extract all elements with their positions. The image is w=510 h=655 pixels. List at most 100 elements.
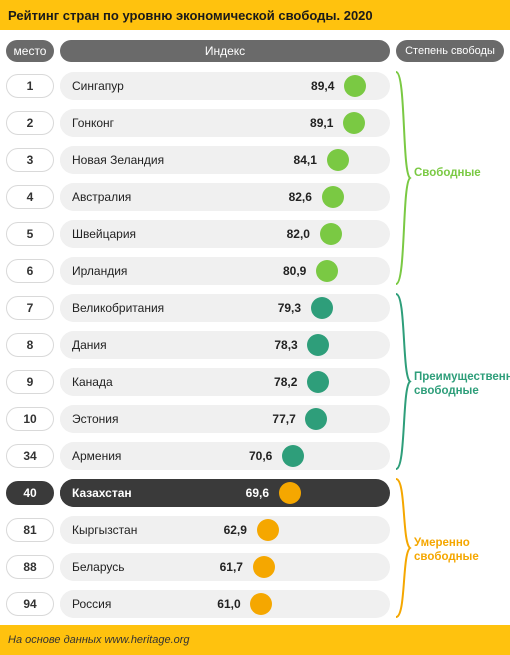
country-label: Великобритания [72,301,164,315]
bar-wrap: Швейцария 82,0 [60,220,390,248]
series-dot [307,371,329,393]
header-freedom: Степень свободы [396,40,504,62]
country-label: Австралия [72,190,131,204]
bar-wrap: Гонконг89,1 [60,109,390,137]
value-label: 62,9 [224,523,247,537]
table-row: 6 Ирландия 80,9 [6,255,390,286]
series-dot [311,297,333,319]
country-label: Швейцария [72,227,136,241]
series-dot [322,186,344,208]
value-label: 82,6 [289,190,312,204]
chart-container: Рейтинг стран по уровню экономической св… [0,0,510,655]
table-row: 88 Беларусь 61,7 [6,551,390,582]
table-row: 34 Армения 70,6 [6,440,390,471]
series-dot [343,112,365,134]
country-label: Армения [72,449,121,463]
rank-pill: 94 [6,592,54,616]
country-label: Ирландия [72,264,127,278]
rank-pill: 7 [6,296,54,320]
value-label: 70,6 [249,449,272,463]
bracket-icon [396,70,412,286]
value-label: 82,0 [287,227,310,241]
value-label: 77,7 [272,412,295,426]
footer-text: На основе данных www.heritage.org [8,634,190,646]
series-dot [282,445,304,467]
country-label: Беларусь [72,560,124,574]
legend-label: Свободные [414,166,481,180]
rank-pill: 5 [6,222,54,246]
bar-wrap: Кыргызстан 62,9 [60,516,390,544]
bar-wrap: Ирландия 80,9 [60,257,390,285]
country-label: Кыргызстан [72,523,137,537]
rank-pill: 88 [6,555,54,579]
value-label: 61,7 [220,560,243,574]
table-row: 94 Россия 61,0 [6,588,390,619]
bar-wrap: Новая Зеландия 84,1 [60,146,390,174]
series-dot [344,75,366,97]
bar-wrap: Армения 70,6 [60,442,390,470]
rank-pill: 1 [6,74,54,98]
footer-bar: На основе данных www.heritage.org [0,625,510,655]
rank-pill: 3 [6,148,54,172]
legend-label: Преимущественно свободные [414,370,510,399]
series-dot [307,334,329,356]
legend-label: Умеренно свободные [414,536,504,565]
rank-pill: 4 [6,185,54,209]
value-label: 78,3 [274,338,297,352]
country-label: Казахстан [72,486,132,500]
bar-wrap: Австралия 82,6 [60,183,390,211]
table-row: 10 Эстония 77,7 [6,403,390,434]
table-row: 40 Казахстан 69,6 [6,477,390,508]
rank-pill: 10 [6,407,54,431]
country-label: Россия [72,597,111,611]
chart-title: Рейтинг стран по уровню экономической св… [8,8,373,23]
table-row: 9Канада78,2 [6,366,390,397]
title-bar: Рейтинг стран по уровню экономической св… [0,0,510,30]
country-label: Сингапур [72,79,124,93]
table-row: 1 Сингапур 89,4 [6,70,390,101]
rank-pill: 40 [6,481,54,505]
table-row: 3 Новая Зеландия 84,1 [6,144,390,175]
rank-pill: 8 [6,333,54,357]
value-label: 89,4 [311,79,334,93]
bar-wrap: Великобритания 79,3 [60,294,390,322]
table-row: 7 Великобритания 79,3 [6,292,390,323]
series-dot [279,482,301,504]
series-dot [320,223,342,245]
bracket-icon [396,292,412,471]
country-label: Эстония [72,412,119,426]
rank-pill: 6 [6,259,54,283]
series-dot [327,149,349,171]
value-label: 78,2 [274,375,297,389]
value-label: 84,1 [294,153,317,167]
rank-pill: 34 [6,444,54,468]
legend-region: СвободныеПреимущественно свободныеУмерен… [396,70,504,619]
bar-wrap: Сингапур 89,4 [60,72,390,100]
value-label: 79,3 [278,301,301,315]
bar-wrap: Дания 78,3 [60,331,390,359]
table-row: 8 Дания 78,3 [6,329,390,360]
header-rank: место [6,40,54,62]
bar-wrap: Россия 61,0 [60,590,390,618]
bar-wrap: Эстония 77,7 [60,405,390,433]
table-row: 5 Швейцария 82,0 [6,218,390,249]
value-label: 80,9 [283,264,306,278]
series-dot [250,593,272,615]
value-label: 61,0 [217,597,240,611]
rows-region: 1Сингапур89,42Гонконг89,13Новая Зеландия… [6,70,390,619]
bar-wrap: Казахстан 69,6 [60,479,390,507]
country-label: Дания [72,338,107,352]
rank-pill: 2 [6,111,54,135]
table-row: 2Гонконг89,1 [6,107,390,138]
header-index: Индекс [60,40,390,62]
bar-wrap: Канада 78,2 [60,368,390,396]
series-dot [257,519,279,541]
value-label: 69,6 [246,486,269,500]
table-row: 81Кыргызстан62,9 [6,514,390,545]
country-label: Канада [72,375,113,389]
bar-wrap: Беларусь 61,7 [60,553,390,581]
country-label: Новая Зеландия [72,153,164,167]
table-row: 4 Австралия 82,6 [6,181,390,212]
bracket-icon [396,477,412,619]
country-label: Гонконг [72,116,114,130]
